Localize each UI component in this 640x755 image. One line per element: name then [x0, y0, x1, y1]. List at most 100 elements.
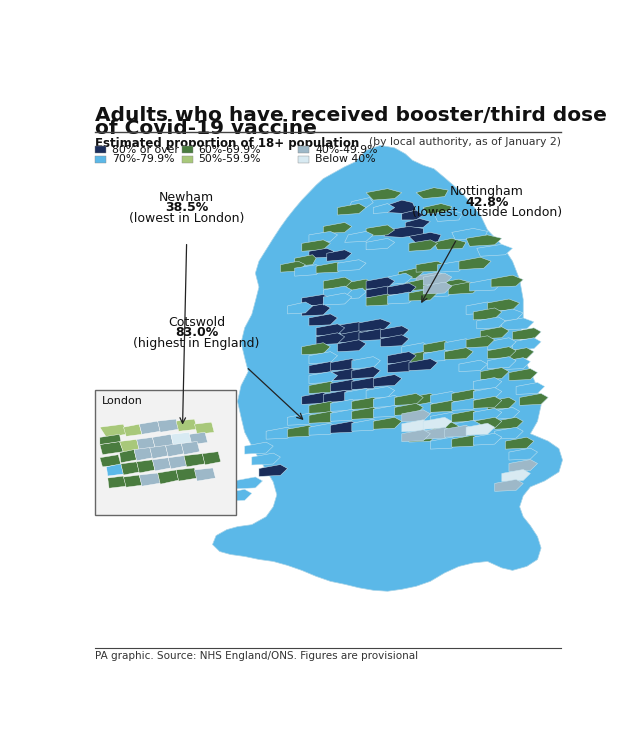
Polygon shape	[388, 200, 416, 214]
Text: (lowest outside London): (lowest outside London)	[412, 206, 562, 219]
Polygon shape	[488, 356, 516, 368]
Polygon shape	[309, 314, 337, 326]
Polygon shape	[430, 412, 459, 424]
Polygon shape	[366, 277, 395, 289]
Polygon shape	[434, 210, 463, 221]
Polygon shape	[100, 455, 121, 467]
Polygon shape	[252, 453, 280, 465]
Polygon shape	[124, 475, 142, 487]
Polygon shape	[409, 393, 438, 405]
Polygon shape	[287, 413, 316, 425]
Text: Cotswold: Cotswold	[168, 316, 225, 329]
Polygon shape	[384, 226, 423, 237]
Polygon shape	[509, 368, 538, 381]
Polygon shape	[416, 272, 448, 285]
Polygon shape	[477, 317, 506, 329]
Polygon shape	[495, 427, 524, 439]
Text: London: London	[102, 396, 143, 405]
Polygon shape	[430, 422, 459, 434]
Polygon shape	[430, 400, 459, 412]
Text: 42.8%: 42.8%	[465, 196, 508, 208]
Polygon shape	[402, 352, 430, 364]
Text: (lowest in London): (lowest in London)	[129, 212, 244, 225]
Text: 38.5%: 38.5%	[165, 202, 208, 214]
Polygon shape	[430, 437, 459, 449]
Polygon shape	[416, 188, 448, 199]
Polygon shape	[423, 341, 452, 353]
Polygon shape	[352, 419, 380, 431]
Text: Newham: Newham	[159, 191, 214, 204]
Polygon shape	[388, 292, 416, 304]
Polygon shape	[402, 420, 430, 432]
Text: of Covid-19 vaccine: of Covid-19 vaccine	[95, 119, 317, 138]
Bar	[298, 146, 309, 153]
Polygon shape	[423, 427, 452, 439]
Polygon shape	[337, 331, 366, 343]
Polygon shape	[195, 422, 214, 434]
Polygon shape	[302, 240, 330, 251]
Polygon shape	[488, 347, 516, 359]
Polygon shape	[302, 393, 330, 405]
Polygon shape	[481, 327, 509, 339]
Polygon shape	[140, 421, 160, 434]
Polygon shape	[488, 337, 516, 350]
Polygon shape	[244, 442, 273, 454]
Polygon shape	[157, 419, 179, 433]
Polygon shape	[405, 279, 430, 291]
Polygon shape	[491, 408, 520, 419]
Polygon shape	[234, 477, 262, 489]
Polygon shape	[309, 411, 337, 424]
Polygon shape	[323, 277, 352, 289]
Polygon shape	[477, 245, 513, 256]
Text: 83.0%: 83.0%	[175, 326, 218, 340]
Polygon shape	[330, 399, 359, 411]
Polygon shape	[459, 360, 488, 371]
Bar	[182, 146, 193, 153]
Polygon shape	[316, 333, 345, 345]
Bar	[95, 146, 106, 153]
Polygon shape	[409, 359, 438, 371]
Polygon shape	[452, 421, 481, 432]
Polygon shape	[309, 402, 337, 413]
Polygon shape	[184, 454, 205, 467]
Text: 40%-49.9%: 40%-49.9%	[315, 145, 378, 155]
Polygon shape	[359, 329, 388, 341]
Polygon shape	[473, 408, 502, 421]
Polygon shape	[176, 468, 197, 481]
Polygon shape	[294, 265, 323, 276]
Polygon shape	[373, 374, 402, 387]
Polygon shape	[309, 424, 337, 435]
Polygon shape	[171, 433, 192, 445]
Polygon shape	[189, 433, 207, 445]
Polygon shape	[121, 462, 140, 475]
Polygon shape	[423, 204, 452, 214]
Polygon shape	[302, 343, 330, 355]
Polygon shape	[466, 235, 502, 246]
Polygon shape	[359, 319, 391, 331]
Polygon shape	[352, 397, 380, 409]
Polygon shape	[287, 425, 316, 437]
Text: 80% or over: 80% or over	[112, 145, 179, 155]
Polygon shape	[434, 239, 466, 250]
Polygon shape	[388, 361, 416, 372]
Polygon shape	[409, 240, 438, 251]
Polygon shape	[352, 356, 380, 368]
Polygon shape	[502, 358, 531, 370]
Polygon shape	[309, 248, 334, 258]
Polygon shape	[330, 409, 359, 421]
Polygon shape	[506, 348, 534, 359]
Polygon shape	[373, 396, 402, 408]
Polygon shape	[134, 448, 152, 461]
Polygon shape	[309, 352, 337, 364]
Polygon shape	[309, 231, 337, 242]
Polygon shape	[423, 282, 452, 294]
Polygon shape	[473, 418, 502, 430]
Polygon shape	[108, 476, 126, 488]
Polygon shape	[481, 368, 509, 380]
Polygon shape	[427, 285, 456, 297]
Polygon shape	[327, 250, 352, 261]
Polygon shape	[430, 391, 459, 403]
Polygon shape	[330, 359, 359, 371]
Polygon shape	[491, 275, 524, 287]
Polygon shape	[452, 410, 481, 422]
